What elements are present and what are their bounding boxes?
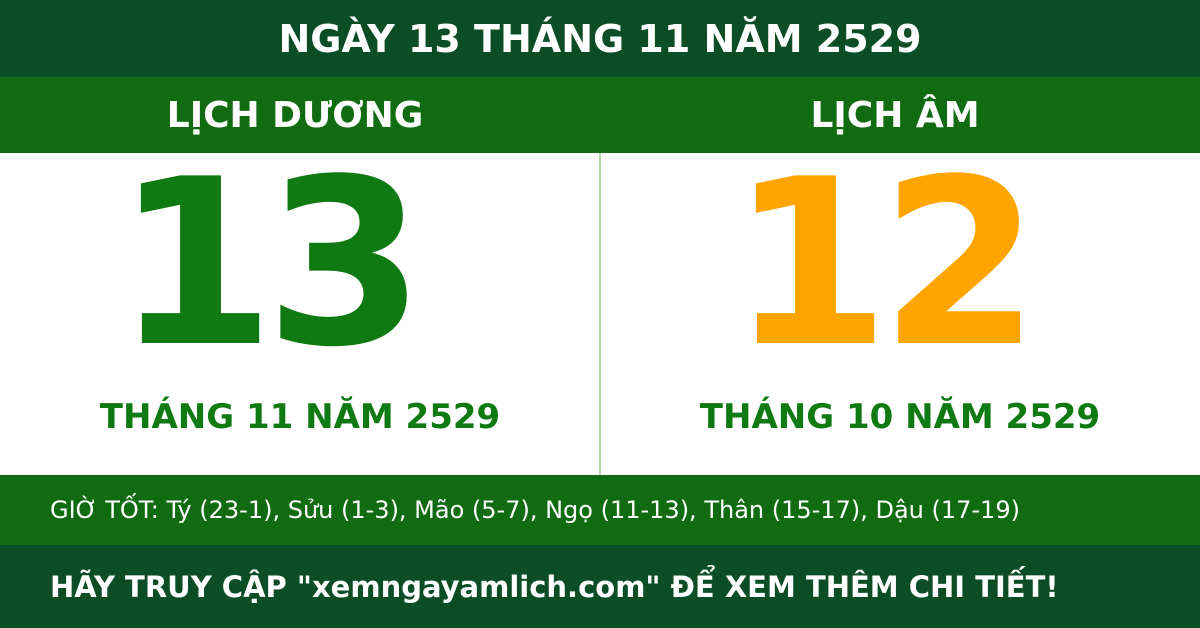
label-bar: LỊCH DƯƠNG LỊCH ÂM [0,77,1200,153]
divider [599,153,601,475]
footer-bar: HÃY TRUY CẬP "xemngayamlich.com" ĐỂ XEM … [0,545,1200,628]
lunar-label: LỊCH ÂM [810,94,980,136]
footer-text: HÃY TRUY CẬP "xemngayamlich.com" ĐỂ XEM … [50,569,1059,604]
solar-label: LỊCH DƯƠNG [166,94,424,136]
solar-day: 13 [114,131,425,398]
hours-bar: GIỜ TỐT: Tý (23-1), Sửu (1-3), Mão (5-7)… [0,475,1200,545]
solar-month-year: THÁNG 11 NĂM 2529 [99,397,501,437]
good-hours: GIỜ TỐT: Tý (23-1), Sửu (1-3), Mão (5-7)… [50,496,1020,524]
lunar-day: 12 [729,131,1040,398]
lunar-month-year: THÁNG 10 NĂM 2529 [699,397,1101,437]
header-bar: NGÀY 13 THÁNG 11 NĂM 2529 [0,0,1200,77]
header-title: NGÀY 13 THÁNG 11 NĂM 2529 [278,16,922,61]
